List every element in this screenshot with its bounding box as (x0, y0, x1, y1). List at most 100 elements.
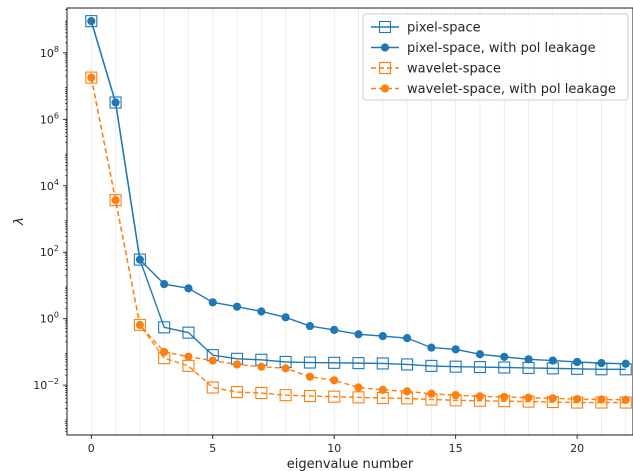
x-tick-label: 20 (570, 442, 584, 455)
data-point (305, 372, 315, 381)
data-point (232, 302, 242, 311)
y-axis-label: λ (12, 217, 27, 226)
legend-marker (380, 84, 390, 93)
y-tick-label: 102 (40, 244, 59, 259)
data-point (330, 376, 339, 385)
series-wavelet-space-with-pol-leakage (87, 73, 630, 404)
y-tick-label: 100 (40, 311, 59, 326)
data-point (85, 15, 98, 28)
legend-label: wavelet-space, with pol leakage (407, 82, 616, 97)
data-point (303, 356, 316, 369)
series-line (90, 77, 626, 404)
data-point (475, 392, 485, 401)
legend-label: pixel-space (407, 21, 481, 36)
series-pixel-space (85, 15, 632, 376)
data-point (621, 359, 630, 368)
data-point (500, 392, 509, 402)
series-line (90, 20, 626, 370)
x-tick-label: 10 (327, 442, 341, 455)
data-point (281, 313, 290, 322)
data-point (109, 96, 122, 109)
y-axis: 10−2 100 102 104 106 108 (33, 9, 67, 432)
data-point (232, 360, 242, 369)
series-line (90, 77, 626, 401)
data-point (352, 357, 365, 370)
data-point (158, 321, 171, 334)
data-point (111, 196, 120, 205)
data-point (378, 331, 387, 341)
data-point (475, 350, 485, 359)
y-tick-label: 104 (40, 178, 59, 193)
data-point (257, 362, 266, 371)
data-point (109, 194, 122, 207)
data-point (354, 383, 363, 392)
data-point (182, 326, 195, 339)
legend-marker (378, 61, 392, 75)
data-point (133, 318, 146, 331)
data-point (524, 355, 533, 364)
data-point (425, 359, 438, 372)
data-point (352, 391, 365, 404)
data-point (87, 17, 96, 26)
data-point (279, 389, 292, 402)
data-point (401, 358, 414, 371)
data-point (133, 253, 146, 266)
data-point (87, 73, 96, 82)
plot-frame (66, 7, 633, 436)
data-point (473, 361, 487, 374)
series-layer (85, 15, 632, 409)
data-point (451, 391, 460, 400)
data-point (328, 356, 341, 369)
data-point (330, 325, 339, 335)
legend-box (362, 13, 629, 101)
data-point (160, 279, 169, 289)
series-pixel-space-with-pol-leakage (87, 17, 630, 368)
data-point (548, 356, 557, 365)
x-tick-label: 0 (88, 442, 95, 455)
data-point (354, 330, 363, 339)
data-point (328, 390, 341, 403)
data-point (305, 321, 315, 331)
data-point (427, 343, 436, 352)
data-point (498, 361, 511, 374)
data-point (378, 385, 387, 394)
data-point (184, 284, 193, 293)
y-tick-label: 106 (40, 111, 59, 126)
data-point (184, 352, 193, 361)
data-point (135, 320, 144, 330)
data-point (449, 360, 462, 373)
data-point (548, 394, 557, 403)
data-point (451, 345, 460, 354)
data-point (303, 390, 316, 403)
legend-marker (378, 20, 392, 34)
data-point (621, 395, 630, 404)
x-tick-label: 15 (449, 442, 463, 455)
data-point (85, 71, 98, 84)
data-point (427, 389, 436, 398)
x-axis-label: eigenvalue number (287, 457, 414, 471)
data-point (402, 334, 412, 343)
data-point (255, 386, 268, 400)
data-point (257, 307, 266, 316)
y-tick-label: 108 (40, 45, 59, 60)
legend: pixel-space pixel-space, with pol leakage… (362, 13, 629, 101)
data-point (111, 98, 120, 107)
data-point (208, 356, 217, 365)
data-point (573, 395, 582, 404)
data-point (597, 395, 606, 404)
data-point (402, 387, 412, 396)
data-point (524, 393, 533, 402)
legend-label: wavelet-space (407, 62, 501, 77)
data-point (208, 298, 217, 307)
data-point (135, 255, 144, 264)
data-point (160, 347, 169, 357)
data-point (597, 359, 606, 368)
data-point (281, 364, 290, 373)
legend-label: pixel-space, with pol leakage (407, 41, 596, 56)
data-point (573, 357, 582, 367)
x-axis: 0 5 10 15 20 (88, 435, 584, 455)
data-point (230, 386, 244, 399)
data-point (500, 352, 509, 361)
y-tick-label: 10−2 (33, 377, 59, 392)
